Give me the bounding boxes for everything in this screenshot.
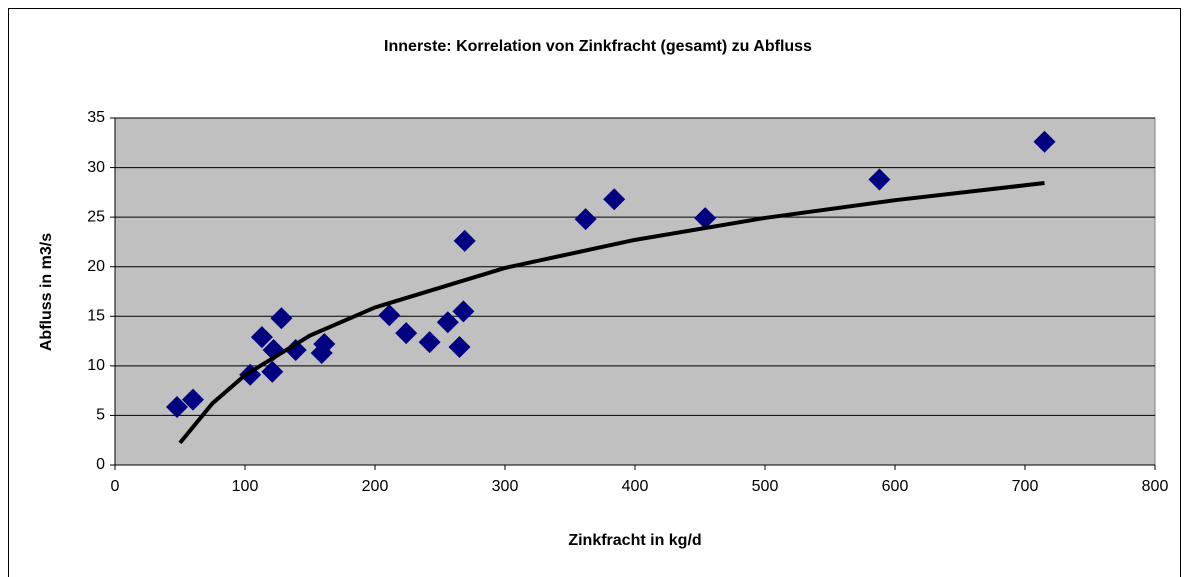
x-tick-label: 800	[1142, 478, 1169, 495]
x-tick-label: 300	[492, 478, 519, 495]
x-tick-label: 200	[362, 478, 389, 495]
point	[574, 208, 597, 231]
trendline	[178, 181, 1045, 445]
point	[603, 188, 626, 211]
y-tick-label: 5	[96, 407, 105, 424]
chart-title: Innerste: Korrelation von Zinkfracht (ge…	[384, 38, 812, 55]
point	[166, 396, 189, 419]
y-tick-label: 15	[87, 308, 105, 325]
point	[270, 307, 293, 330]
point	[284, 338, 307, 361]
point	[453, 229, 476, 252]
point	[452, 300, 475, 323]
point	[448, 336, 471, 359]
x-tick-label: 600	[882, 478, 909, 495]
point	[436, 311, 459, 334]
point	[395, 322, 418, 345]
point	[182, 388, 204, 411]
x-tick-label: 700	[1012, 478, 1039, 495]
point	[313, 333, 336, 356]
y-tick-label: 10	[87, 357, 105, 374]
point	[250, 326, 273, 349]
x-tick-label: 400	[622, 478, 649, 495]
y-tick-label: 30	[87, 159, 105, 176]
x-tick-label: 100	[232, 478, 259, 495]
y-tick-label: 0	[96, 456, 105, 473]
x-axis-label: Zinkfracht in kg/d	[568, 532, 701, 549]
point	[418, 331, 441, 354]
y-axis-label: Abfluss in m3/s	[38, 233, 55, 351]
y-tick-label: 20	[87, 258, 105, 275]
point	[868, 168, 891, 191]
x-tick-label: 0	[111, 478, 120, 495]
plot-area	[114, 117, 1156, 466]
point	[261, 360, 284, 383]
point	[694, 207, 717, 230]
point	[378, 304, 401, 327]
point	[1033, 130, 1056, 153]
point	[239, 363, 262, 386]
y-tick-label: 25	[87, 208, 105, 225]
y-tick-label: 35	[87, 109, 105, 126]
x-tick-label: 500	[752, 478, 779, 495]
